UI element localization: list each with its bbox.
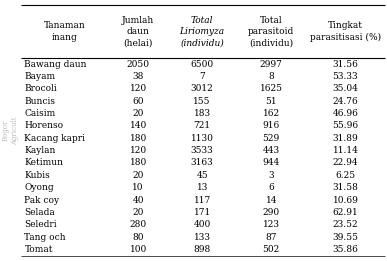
Text: 117: 117 — [194, 195, 211, 205]
Text: Brocoli: Brocoli — [24, 84, 57, 93]
Text: 8: 8 — [268, 72, 274, 81]
Text: Tomat: Tomat — [24, 245, 53, 254]
Text: 1625: 1625 — [260, 84, 283, 93]
Text: Oyong: Oyong — [24, 183, 54, 192]
Text: 171: 171 — [194, 208, 211, 217]
Text: 183: 183 — [194, 109, 211, 118]
Text: 31.58: 31.58 — [332, 183, 358, 192]
Text: Pak coy: Pak coy — [24, 195, 60, 205]
Text: 180: 180 — [130, 158, 147, 168]
Text: 51: 51 — [265, 97, 277, 106]
Text: 6: 6 — [268, 183, 274, 192]
Text: 22.94: 22.94 — [332, 158, 358, 168]
Text: Caisim: Caisim — [24, 109, 56, 118]
Text: 10.69: 10.69 — [332, 195, 358, 205]
Text: 31.56: 31.56 — [332, 60, 358, 69]
Text: Horenso: Horenso — [24, 121, 63, 130]
Text: 20: 20 — [132, 171, 144, 180]
Text: 3163: 3163 — [191, 158, 214, 168]
Text: Jumlah
daun
(helai): Jumlah daun (helai) — [122, 16, 154, 47]
Text: 140: 140 — [130, 121, 147, 130]
Text: 944: 944 — [263, 158, 280, 168]
Text: 180: 180 — [130, 134, 147, 143]
Text: 45: 45 — [196, 171, 208, 180]
Text: 80: 80 — [132, 233, 144, 242]
Text: Tingkat
parasitisasi (%): Tingkat parasitisasi (%) — [310, 21, 381, 42]
Text: Buncis: Buncis — [24, 97, 55, 106]
Text: 6500: 6500 — [190, 60, 214, 69]
Text: 38: 38 — [132, 72, 144, 81]
Text: 3012: 3012 — [191, 84, 214, 93]
Text: 443: 443 — [263, 146, 280, 155]
Text: 916: 916 — [263, 121, 280, 130]
Text: 31.89: 31.89 — [332, 134, 358, 143]
Text: 290: 290 — [263, 208, 280, 217]
Text: 46.96: 46.96 — [332, 109, 358, 118]
Text: Kaylan: Kaylan — [24, 146, 56, 155]
Text: 2050: 2050 — [127, 60, 150, 69]
Text: 11.14: 11.14 — [332, 146, 358, 155]
Text: Bayam: Bayam — [24, 72, 55, 81]
Text: Ketimun: Ketimun — [24, 158, 63, 168]
Text: 502: 502 — [263, 245, 280, 254]
Text: 87: 87 — [265, 233, 277, 242]
Text: 162: 162 — [263, 109, 280, 118]
Text: 7: 7 — [199, 72, 205, 81]
Text: 120: 120 — [130, 84, 147, 93]
Text: 14: 14 — [265, 195, 277, 205]
Text: 20: 20 — [132, 208, 144, 217]
Text: 100: 100 — [130, 245, 147, 254]
Text: 529: 529 — [263, 134, 280, 143]
Text: Kubis: Kubis — [24, 171, 50, 180]
Text: 60: 60 — [132, 97, 144, 106]
Text: 24.76: 24.76 — [332, 97, 358, 106]
Text: 53.33: 53.33 — [332, 72, 358, 81]
Text: 123: 123 — [263, 220, 280, 229]
Text: 133: 133 — [194, 233, 211, 242]
Text: 35.86: 35.86 — [332, 245, 358, 254]
Text: 10: 10 — [132, 183, 144, 192]
Text: 721: 721 — [194, 121, 211, 130]
Text: Tanaman
inang: Tanaman inang — [44, 21, 86, 41]
Text: Kacang kapri: Kacang kapri — [24, 134, 86, 143]
Text: 13: 13 — [197, 183, 208, 192]
Text: Total
parasitoid
(individu): Total parasitoid (individu) — [248, 16, 295, 47]
Text: Bawang daun: Bawang daun — [24, 60, 87, 69]
Text: 55.96: 55.96 — [332, 121, 358, 130]
Text: 62.91: 62.91 — [332, 208, 358, 217]
Text: Tang och: Tang och — [24, 233, 66, 242]
Text: Total
Liriomyza
(individu): Total Liriomyza (individu) — [180, 16, 225, 47]
Text: 6.25: 6.25 — [336, 171, 356, 180]
Text: 23.52: 23.52 — [332, 220, 358, 229]
Text: 120: 120 — [130, 146, 147, 155]
Text: 40: 40 — [132, 195, 144, 205]
Text: Selada: Selada — [24, 208, 55, 217]
Text: 400: 400 — [194, 220, 211, 229]
Text: 39.55: 39.55 — [332, 233, 358, 242]
Text: 155: 155 — [194, 97, 211, 106]
Text: 3: 3 — [269, 171, 274, 180]
Text: 898: 898 — [194, 245, 211, 254]
Text: Bogor
Agricult: Bogor Agricult — [2, 116, 19, 145]
Text: 1130: 1130 — [191, 134, 214, 143]
Text: 3533: 3533 — [191, 146, 214, 155]
Text: 35.04: 35.04 — [332, 84, 358, 93]
Text: Seledri: Seledri — [24, 220, 57, 229]
Text: 20: 20 — [132, 109, 144, 118]
Text: 2997: 2997 — [260, 60, 283, 69]
Text: 280: 280 — [130, 220, 147, 229]
